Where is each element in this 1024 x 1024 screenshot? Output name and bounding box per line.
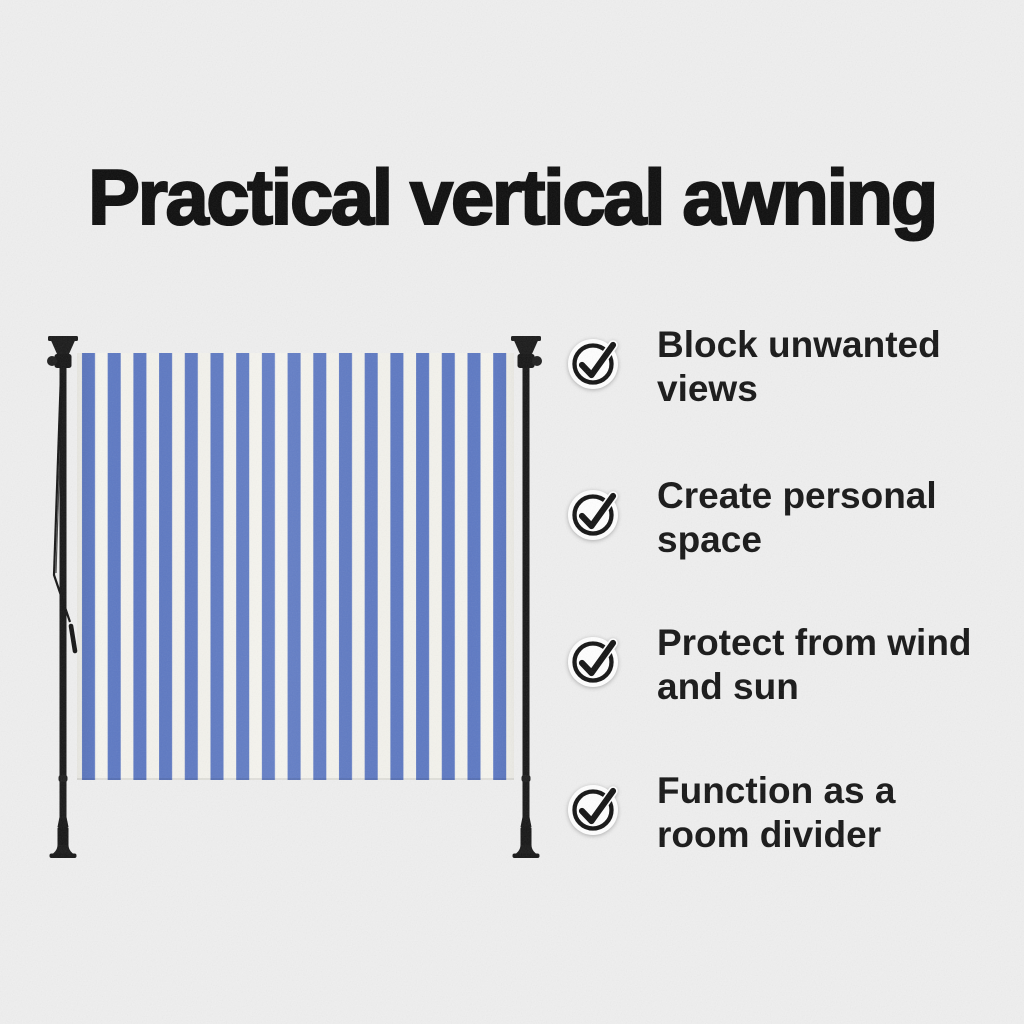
feature-label: Block unwanted views — [657, 324, 941, 409]
check-circle-icon — [567, 334, 623, 390]
feature-label: Create personal space — [657, 475, 937, 560]
feature-item: Create personal space — [567, 475, 937, 562]
feature-label: Protect from wind and sun — [657, 622, 972, 707]
feature-item: Protect from wind and sun — [567, 622, 972, 709]
right-pole — [511, 336, 542, 858]
product-image — [30, 325, 570, 870]
check-circle-icon — [567, 485, 623, 541]
page-title: Practical vertical awning — [87, 153, 939, 241]
awning-fabric — [77, 353, 514, 780]
check-circle-icon — [567, 780, 623, 836]
feature-label: Function as a room divider — [657, 770, 896, 855]
awning-illustration — [47, 336, 542, 858]
check-circle-icon — [567, 632, 623, 688]
feature-item: Block unwanted views — [567, 324, 941, 411]
feature-item: Function as a room divider — [567, 770, 895, 857]
